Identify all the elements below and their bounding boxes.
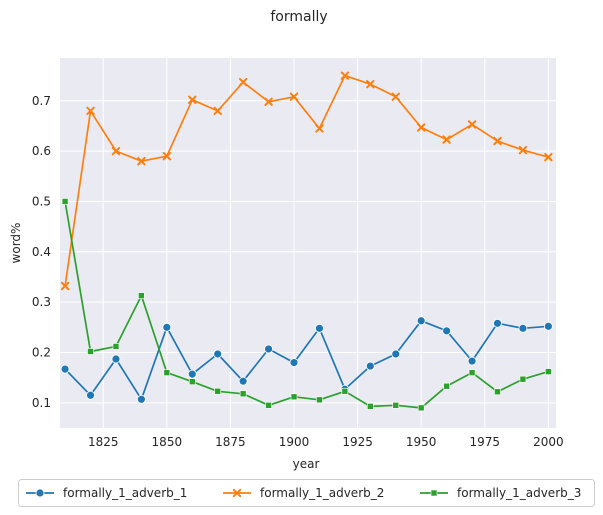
data-point: [112, 343, 120, 350]
data-point: [545, 368, 552, 375]
legend-marker: [232, 488, 242, 498]
plot-area: [60, 58, 556, 428]
data-point: [290, 393, 298, 401]
data-point: [111, 354, 121, 364]
data-point: [162, 151, 172, 161]
data-point: [238, 376, 248, 386]
data-point: [417, 404, 425, 412]
data-point: [86, 390, 95, 400]
data-point: [316, 396, 323, 404]
data-point: [86, 106, 95, 116]
data-point: [61, 198, 69, 205]
series-markers: [60, 71, 553, 412]
legend-label: formally_1_adverb_3: [457, 486, 581, 500]
y-axis-label: word%: [9, 223, 23, 264]
data-point: [239, 390, 247, 398]
x-tick-label: 1875: [215, 435, 246, 449]
series-line: [64, 74, 549, 287]
y-tick-label: 0.3: [32, 295, 51, 309]
data-point: [163, 369, 171, 376]
data-point: [494, 388, 501, 396]
data-point: [442, 135, 451, 144]
y-tick-label: 0.7: [32, 94, 51, 108]
data-point: [265, 402, 272, 409]
y-tick-label: 0.4: [32, 245, 51, 259]
data-point: [366, 79, 375, 89]
data-point: [214, 387, 222, 395]
data-point: [87, 348, 94, 355]
data-point: [493, 318, 502, 328]
data-point: [111, 146, 121, 156]
data-point: [136, 394, 146, 404]
data-point: [264, 344, 273, 354]
data-point: [416, 316, 426, 326]
legend-marker: [430, 489, 438, 497]
y-tick-label: 0.6: [32, 144, 51, 158]
data-point: [493, 136, 502, 146]
legend-marker: [35, 488, 45, 498]
data-point: [137, 156, 146, 166]
y-tick-label: 0.1: [32, 396, 51, 410]
x-tick-label: 1925: [342, 435, 373, 449]
data-point: [392, 402, 400, 409]
x-axis-label: year: [293, 457, 320, 471]
data-point: [60, 281, 70, 291]
y-tick-labels: 0.1 0.2 0.3 0.4 0.5 0.6 0.7: [32, 94, 51, 410]
legend-label: formally_1_adverb_2: [260, 486, 384, 500]
data-point: [519, 375, 527, 383]
data-point: [315, 323, 324, 333]
data-point: [442, 326, 452, 336]
legend: formally_1_adverb_1 formally_1_adverb_2 fo…: [18, 479, 595, 507]
data-point: [391, 92, 400, 101]
legend-label: formally_1_adverb_1: [63, 486, 187, 500]
x-tick-labels: 1825 1850 1875 1900 1925 1950 1975 2000: [88, 435, 564, 449]
data-point: [365, 361, 375, 371]
data-point: [467, 120, 477, 129]
x-tick-label: 1825: [88, 435, 119, 449]
series-line: [64, 319, 549, 401]
data-point: [367, 403, 374, 410]
data-point: [467, 356, 477, 366]
data-point: [60, 364, 70, 374]
data-point: [443, 382, 450, 390]
data-point: [289, 92, 299, 101]
data-point: [315, 124, 324, 133]
data-point: [468, 369, 476, 376]
x-tick-label: 2000: [533, 435, 564, 449]
data-point: [213, 106, 222, 116]
data-point: [188, 378, 196, 385]
data-point: [341, 387, 349, 395]
data-point: [416, 123, 426, 132]
data-point: [138, 292, 145, 299]
data-point: [518, 323, 528, 333]
data-point: [518, 145, 528, 155]
data-point: [391, 349, 401, 359]
y-tick-label: 0.2: [32, 345, 51, 359]
data-point: [543, 321, 553, 331]
data-point: [162, 322, 172, 332]
data-point: [238, 77, 248, 87]
data-point: [289, 358, 299, 367]
data-point: [187, 369, 197, 379]
x-tick-label: 1900: [279, 435, 310, 449]
data-point: [213, 349, 223, 359]
data-point: [340, 71, 350, 80]
x-tick-label: 1950: [406, 435, 437, 449]
data-point: [264, 97, 273, 106]
series-line: [64, 201, 549, 409]
chart-title: formally: [270, 9, 327, 25]
series-lines: [64, 74, 549, 409]
x-tick-label: 1975: [470, 435, 501, 449]
data-point: [544, 152, 553, 162]
y-tick-label: 0.5: [32, 194, 51, 208]
data-point: [188, 95, 197, 104]
x-tick-label: 1850: [152, 435, 183, 449]
legend-frame: [18, 479, 595, 507]
